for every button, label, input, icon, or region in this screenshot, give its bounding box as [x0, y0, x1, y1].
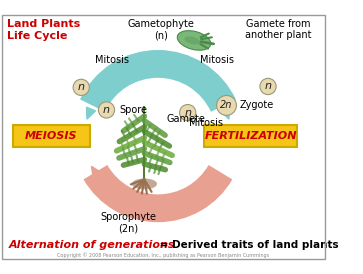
Text: Mitosis: Mitosis	[95, 55, 129, 65]
Circle shape	[217, 95, 236, 115]
Ellipse shape	[132, 179, 157, 189]
Ellipse shape	[184, 36, 200, 44]
Text: Spore: Spore	[119, 105, 147, 115]
Text: Gamete: Gamete	[167, 114, 206, 124]
Text: Gamete from
another plant: Gamete from another plant	[245, 19, 311, 40]
Text: Zygote: Zygote	[239, 100, 273, 110]
Text: = Derived traits of land plants: = Derived traits of land plants	[156, 240, 339, 250]
FancyBboxPatch shape	[13, 125, 90, 147]
Text: Sporophyte
(2n): Sporophyte (2n)	[100, 212, 156, 233]
Ellipse shape	[177, 31, 211, 50]
Text: Land Plants
Life Cycle: Land Plants Life Cycle	[7, 19, 81, 41]
Circle shape	[260, 78, 276, 95]
Text: Alternation of generations: Alternation of generations	[9, 240, 176, 250]
Text: Copyright © 2008 Pearson Education, Inc., publishing as Pearson Benjamin Cumming: Copyright © 2008 Pearson Education, Inc.…	[57, 252, 269, 258]
Text: Gametophyte
(n): Gametophyte (n)	[127, 19, 194, 40]
Polygon shape	[86, 107, 95, 119]
Circle shape	[73, 79, 89, 95]
Text: Mitosis: Mitosis	[189, 118, 223, 129]
Text: n: n	[265, 81, 272, 92]
Text: n: n	[78, 82, 85, 92]
Text: 2n: 2n	[220, 100, 233, 110]
FancyBboxPatch shape	[204, 125, 297, 147]
Text: FERTILIZATION: FERTILIZATION	[205, 131, 297, 141]
Text: Mitosis: Mitosis	[200, 55, 234, 65]
Polygon shape	[220, 107, 229, 119]
Circle shape	[98, 102, 115, 118]
Polygon shape	[91, 166, 102, 178]
Circle shape	[180, 104, 196, 121]
Text: n: n	[184, 108, 191, 118]
Text: n: n	[103, 105, 110, 115]
Text: MEIOSIS: MEIOSIS	[25, 131, 78, 141]
